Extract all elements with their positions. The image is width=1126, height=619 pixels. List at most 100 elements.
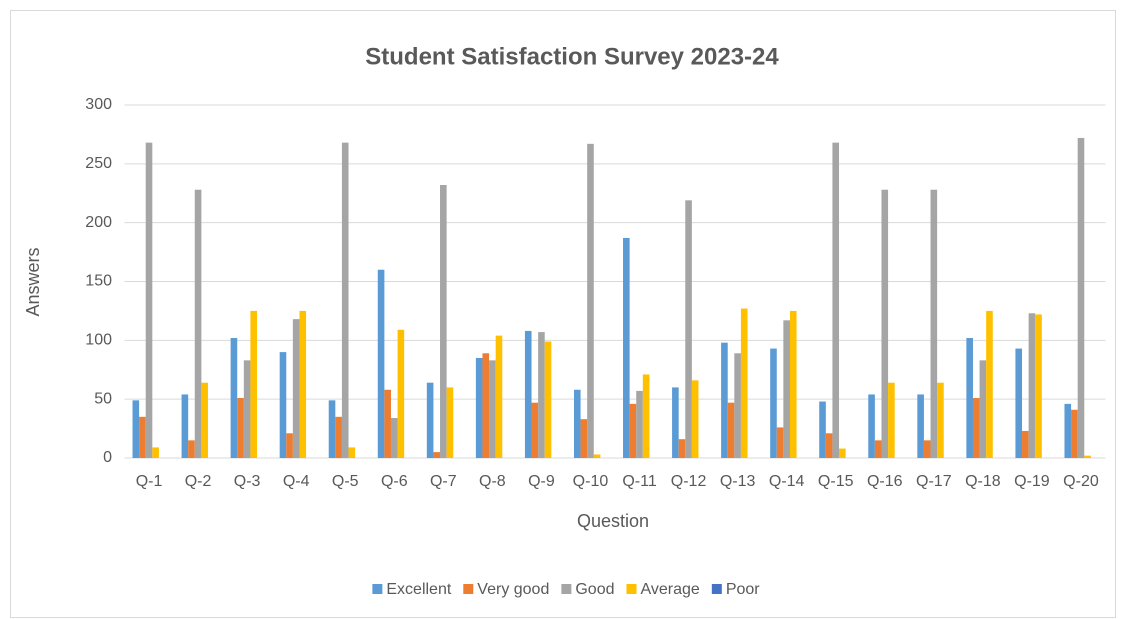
bar (636, 390, 643, 458)
bar (292, 319, 300, 458)
x-tick-label: Q-16 (867, 473, 903, 490)
bar (930, 189, 938, 458)
x-tick-label: Q-13 (720, 473, 756, 490)
bar (243, 360, 251, 458)
bar (194, 189, 202, 458)
bar (1028, 313, 1036, 458)
bar (832, 142, 840, 459)
bar (377, 269, 385, 458)
bar (629, 403, 637, 458)
bar (348, 447, 356, 458)
bar (776, 427, 784, 458)
x-tick-label: Q-15 (818, 473, 854, 490)
bar (299, 310, 307, 458)
bar (237, 397, 244, 458)
bar (1077, 137, 1085, 459)
x-tick-label: Q-5 (332, 473, 359, 490)
bar (152, 447, 159, 458)
bar (573, 389, 581, 458)
x-tick-label: Q-9 (528, 473, 555, 490)
bar (986, 310, 993, 458)
bar (328, 400, 336, 458)
bar (874, 440, 882, 458)
y-tick-label: 250 (85, 155, 112, 172)
y-tick-label: 100 (85, 332, 112, 349)
y-tick-label: 0 (103, 449, 112, 466)
bar (868, 394, 875, 458)
legend-swatch (463, 584, 474, 594)
bar (1084, 455, 1091, 458)
x-tick-label: Q-11 (622, 473, 656, 490)
legend-label: Average (641, 581, 700, 598)
bar (642, 374, 650, 458)
bar (685, 200, 692, 458)
x-axis-label: Question (577, 511, 649, 531)
bar (727, 402, 735, 458)
bar (188, 440, 195, 458)
bar (819, 401, 826, 458)
bar (923, 440, 931, 458)
bar (740, 308, 748, 458)
bar (390, 417, 398, 458)
chart-frame (10, 10, 1116, 618)
bar (544, 341, 552, 458)
legend-label: Excellent (386, 581, 451, 598)
bar (783, 320, 790, 458)
legend-label: Poor (726, 581, 760, 598)
x-tick-label: Q-10 (573, 473, 609, 490)
bar (446, 387, 454, 458)
bar (937, 382, 944, 458)
bar (734, 353, 741, 458)
bar (979, 360, 987, 458)
bar (132, 400, 140, 458)
bar (587, 143, 594, 458)
legend-swatch (626, 584, 637, 594)
x-tick-label: Q-7 (430, 473, 457, 490)
legend-label: Very good (477, 581, 549, 598)
bar (230, 337, 238, 458)
bar (538, 332, 545, 458)
bar (482, 353, 490, 458)
bar (335, 416, 342, 458)
x-tick-label: Q-4 (283, 473, 310, 490)
bar (881, 189, 889, 458)
bar (678, 439, 686, 458)
bar (440, 185, 447, 458)
bar (475, 357, 483, 458)
bar (139, 416, 146, 458)
bar (580, 419, 588, 458)
x-tick-label: Q-19 (1014, 473, 1050, 490)
bar (524, 330, 532, 458)
x-tick-label: Q-8 (479, 473, 506, 490)
bar (691, 380, 699, 458)
x-tick-label: Q-17 (916, 473, 952, 490)
bar (286, 433, 293, 458)
legend-swatch (561, 584, 572, 594)
bar (1071, 409, 1078, 458)
bar (433, 452, 441, 458)
x-tick-label: Q-20 (1063, 473, 1099, 490)
bar (917, 394, 924, 458)
bar (789, 310, 797, 458)
bar (672, 387, 679, 458)
x-tick-label: Q-14 (769, 473, 805, 490)
bar (721, 342, 728, 458)
bar (623, 237, 630, 458)
x-tick-label: Q-2 (185, 473, 212, 490)
x-tick-label: Q-3 (234, 473, 261, 490)
bar (770, 348, 777, 458)
bar (397, 329, 405, 458)
bar (495, 335, 503, 458)
chart-title: Student Satisfaction Survey 2023-24 (365, 43, 779, 70)
x-tick-label: Q-1 (136, 473, 163, 490)
bar (1015, 348, 1023, 458)
y-tick-label: 50 (94, 390, 112, 407)
y-tick-label: 150 (85, 273, 112, 290)
bar (426, 382, 434, 458)
bar (384, 389, 391, 458)
bar (531, 402, 539, 458)
bar (825, 433, 833, 458)
bar (966, 337, 973, 458)
x-tick-label: Q-18 (965, 473, 1001, 490)
